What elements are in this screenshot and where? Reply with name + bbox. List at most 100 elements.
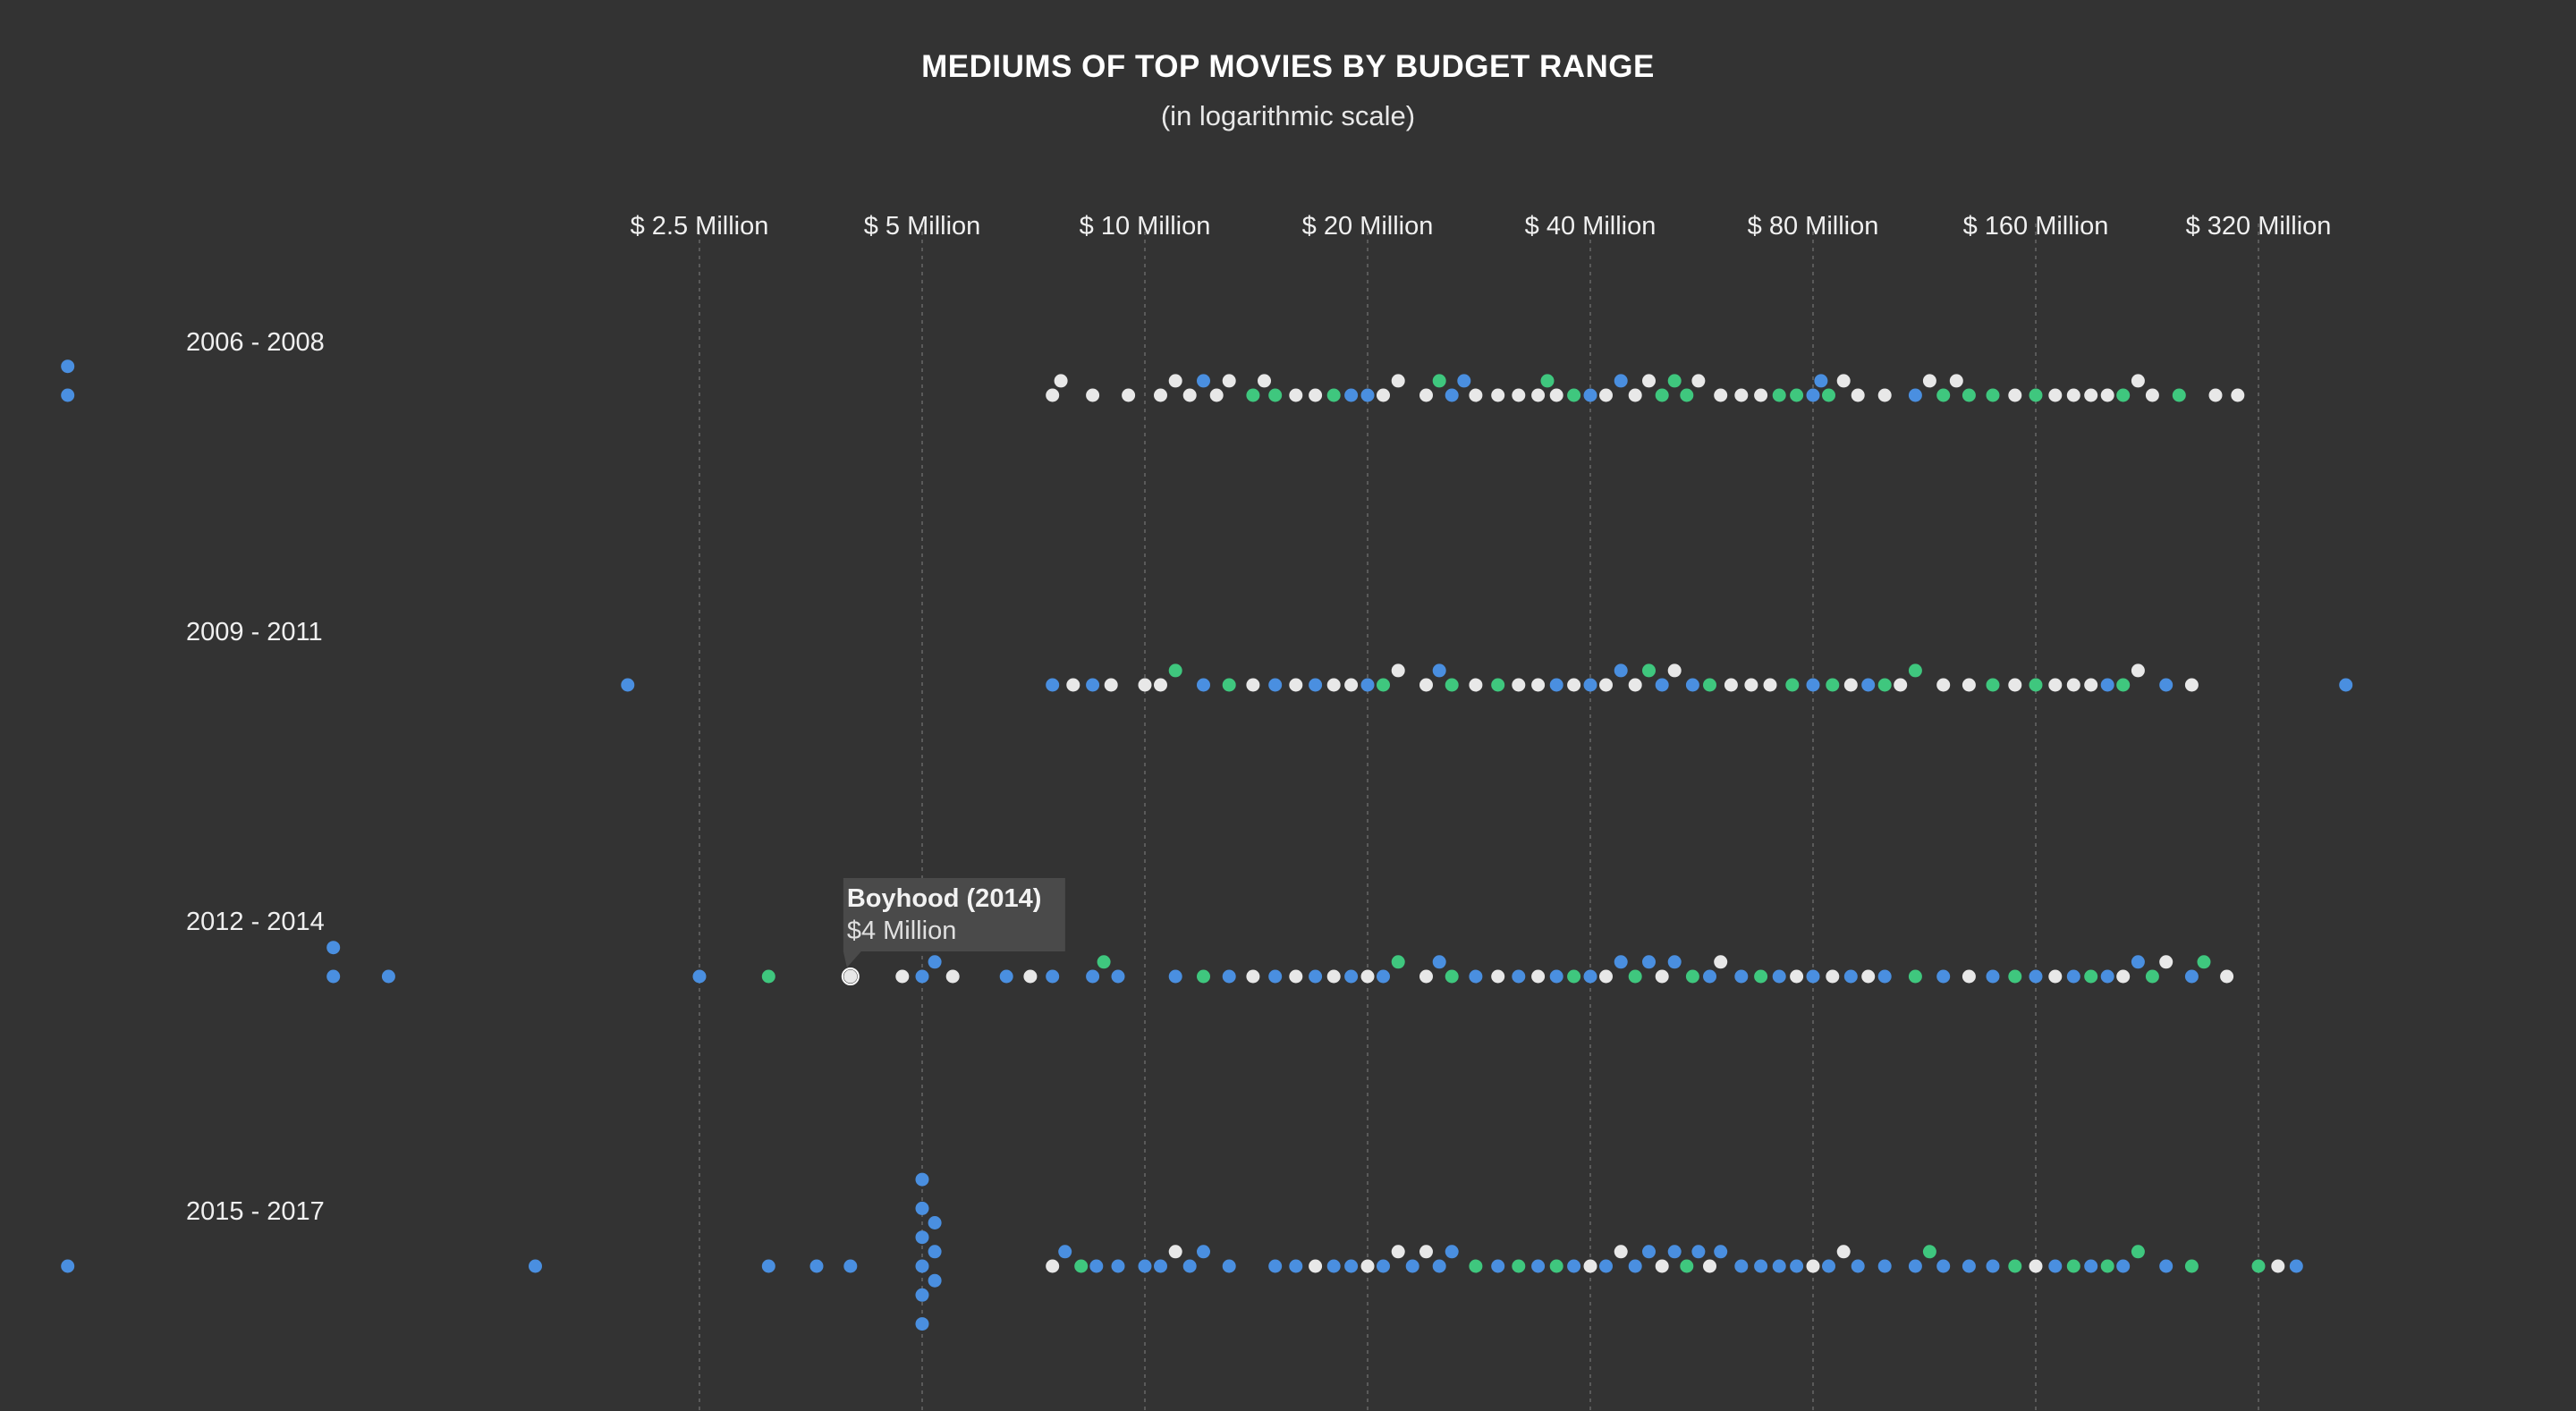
point-2-30[interactable] [1445, 969, 1459, 984]
point-1-36[interactable] [1703, 678, 1716, 692]
point-2-70[interactable] [2184, 969, 2199, 984]
point-2-47[interactable] [1734, 969, 1749, 984]
point-3-29[interactable] [1344, 1259, 1359, 1273]
point-3-37[interactable] [1469, 1259, 1483, 1273]
point-1-21[interactable] [1445, 678, 1459, 692]
point-1-23[interactable] [1491, 678, 1505, 692]
point-1-35[interactable] [1685, 678, 1699, 692]
point-2-69[interactable] [2159, 955, 2174, 969]
point-1-61[interactable] [2339, 678, 2353, 692]
point-0-52[interactable] [1877, 388, 1892, 402]
point-3-32[interactable] [1391, 1245, 1405, 1259]
point-0-37[interactable] [1642, 374, 1656, 388]
point-2-13[interactable] [1086, 969, 1100, 984]
point-3-35[interactable] [1432, 1259, 1446, 1273]
point-1-9[interactable] [1222, 678, 1236, 692]
point-0-68[interactable] [2172, 388, 2186, 402]
point-1-24[interactable] [1512, 678, 1526, 692]
point-3-19[interactable] [1138, 1259, 1152, 1273]
point-0-51[interactable] [1851, 388, 1865, 402]
point-2-10[interactable] [999, 969, 1013, 984]
point-3-77[interactable] [2184, 1259, 2199, 1273]
point-3-48[interactable] [1655, 1259, 1669, 1273]
point-0-33[interactable] [1583, 388, 1597, 402]
point-1-42[interactable] [1826, 678, 1840, 692]
point-3-39[interactable] [1512, 1259, 1526, 1273]
point-2-45[interactable] [1703, 969, 1716, 984]
point-0-31[interactable] [1549, 388, 1563, 402]
point-1-47[interactable] [1908, 663, 1922, 678]
point-1-27[interactable] [1567, 678, 1581, 692]
point-2-72[interactable] [2220, 969, 2234, 984]
point-3-5[interactable] [915, 1259, 929, 1273]
point-0-25[interactable] [1457, 374, 1471, 388]
point-3-44[interactable] [1599, 1259, 1613, 1273]
point-3-27[interactable] [1309, 1259, 1323, 1273]
point-1-30[interactable] [1614, 663, 1628, 678]
point-1-28[interactable] [1583, 678, 1597, 692]
point-2-24[interactable] [1344, 969, 1359, 984]
point-3-63[interactable] [1908, 1259, 1922, 1273]
point-1-51[interactable] [2008, 678, 2022, 692]
point-1-58[interactable] [2131, 663, 2145, 678]
point-3-62[interactable] [1877, 1259, 1892, 1273]
point-0-56[interactable] [1949, 374, 1963, 388]
point-3-38[interactable] [1491, 1259, 1505, 1273]
point-0-66[interactable] [2131, 374, 2145, 388]
point-1-39[interactable] [1763, 678, 1777, 692]
point-2-62[interactable] [2048, 969, 2063, 984]
point-2-36[interactable] [1567, 969, 1581, 984]
point-0-28[interactable] [1512, 388, 1526, 402]
point-1-60[interactable] [2184, 678, 2199, 692]
point-2-60[interactable] [2008, 969, 2022, 984]
point-1-22[interactable] [1469, 678, 1483, 692]
point-1-50[interactable] [1986, 678, 2000, 692]
point-0-45[interactable] [1772, 388, 1786, 402]
point-0-16[interactable] [1309, 388, 1323, 402]
point-3-0[interactable] [61, 1259, 75, 1273]
point-1-45[interactable] [1877, 678, 1892, 692]
point-0-40[interactable] [1680, 388, 1694, 402]
point-2-25[interactable] [1360, 969, 1375, 984]
point-2-59[interactable] [1986, 969, 2000, 984]
point-2-23[interactable] [1326, 969, 1341, 984]
point-2-44[interactable] [1685, 969, 1699, 984]
point-3-68[interactable] [2008, 1259, 2022, 1273]
point-3-24[interactable] [1222, 1259, 1236, 1273]
point-0-36[interactable] [1628, 388, 1642, 402]
point-3-15[interactable] [1058, 1245, 1072, 1259]
point-2-8[interactable] [928, 955, 942, 969]
point-3-3[interactable] [809, 1259, 824, 1273]
point-1-13[interactable] [1309, 678, 1323, 692]
point-2-11[interactable] [1023, 969, 1038, 984]
point-2-61[interactable] [2029, 969, 2043, 984]
point-3-56[interactable] [1772, 1259, 1786, 1273]
point-3-79[interactable] [2271, 1259, 2285, 1273]
point-2-49[interactable] [1772, 969, 1786, 984]
point-1-57[interactable] [2116, 678, 2131, 692]
point-0-43[interactable] [1734, 388, 1749, 402]
point-1-52[interactable] [2029, 678, 2043, 692]
point-1-1[interactable] [1046, 678, 1060, 692]
point-0-39[interactable] [1667, 374, 1682, 388]
point-0-9[interactable] [1197, 374, 1210, 388]
point-3-71[interactable] [2066, 1259, 2080, 1273]
point-1-29[interactable] [1599, 678, 1613, 692]
point-3-75[interactable] [2131, 1245, 2145, 1259]
point-3-8[interactable] [915, 1201, 929, 1215]
point-3-47[interactable] [1642, 1245, 1656, 1259]
point-1-49[interactable] [1962, 678, 1976, 692]
point-1-31[interactable] [1628, 678, 1642, 692]
point-2-67[interactable] [2131, 955, 2145, 969]
point-0-69[interactable] [2208, 388, 2223, 402]
point-2-1[interactable] [326, 941, 341, 955]
point-1-43[interactable] [1843, 678, 1858, 692]
point-1-17[interactable] [1377, 678, 1390, 692]
point-3-51[interactable] [1691, 1245, 1706, 1259]
point-1-8[interactable] [1197, 678, 1210, 692]
point-2-16[interactable] [1168, 969, 1182, 984]
point-3-80[interactable] [2289, 1259, 2303, 1273]
point-3-59[interactable] [1822, 1259, 1835, 1273]
point-3-74[interactable] [2116, 1259, 2131, 1273]
point-2-5[interactable] [843, 969, 858, 984]
